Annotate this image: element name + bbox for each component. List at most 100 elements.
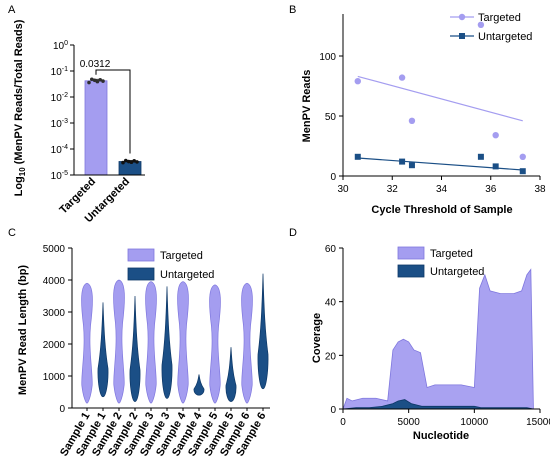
panel-c-violin-targeted <box>241 282 253 404</box>
panel-b-point-targeted <box>408 117 416 125</box>
panel-c-violin-targeted <box>177 281 189 404</box>
panel-b-point-untargeted <box>519 168 526 175</box>
panel-a-data-point <box>135 160 139 164</box>
panel-b-x-tick-label: 34 <box>436 184 448 195</box>
panel-c-legend-targeted: Targeted <box>160 250 203 262</box>
panel-d-x-tick-label: 5000 <box>398 417 421 428</box>
panel-a-data-point <box>101 79 105 83</box>
panel-d-coverage-plot: Coverage Nucleotide 0 20 40 60 0 5000 10000 150… <box>311 244 550 442</box>
panel-b-x-tick-label: 38 <box>534 184 546 195</box>
panel-b-x-tick-label: 32 <box>387 184 399 195</box>
panel-a-data-point <box>98 77 102 82</box>
panel-d-x-tick-label: 0 <box>340 417 346 428</box>
legend-swatch-targeted <box>458 13 466 21</box>
panel-d-legend-untargeted: Untargeted <box>430 266 484 278</box>
panel-a-data-point <box>124 158 128 163</box>
panel-c-legend: Targeted Untargeted <box>127 248 214 281</box>
panel-b-y-tick-label: 100 <box>319 52 336 63</box>
legend-swatch-targeted <box>127 248 155 262</box>
panel-c-y-tick-label: 3000 <box>43 308 66 319</box>
panel-b-y-axis-label: MenPV Reads <box>301 70 313 143</box>
panel-a-data-point <box>87 80 91 85</box>
panel-c-violin-untargeted <box>97 302 109 398</box>
panel-d-legend-targeted: Targeted <box>430 248 473 260</box>
panel-a-bar-chart: Log10 (MenPV Reads/Total Reads) 100 10-1 1… <box>13 19 145 225</box>
panel-label-c: C <box>8 227 16 239</box>
panel-c-y-tick-label: 4000 <box>43 276 66 287</box>
legend-swatch-targeted <box>397 246 425 260</box>
panel-label-d: D <box>289 227 297 239</box>
panel-d-x-tick-label: 10000 <box>460 417 488 428</box>
panel-c-legend-untargeted: Untargeted <box>160 269 214 281</box>
panel-a-data-point <box>129 160 134 165</box>
panel-b-point-targeted <box>398 74 406 81</box>
panel-c-violin-untargeted <box>225 347 237 402</box>
panel-a-significance-bracket <box>95 69 131 154</box>
panel-c-violin-targeted <box>145 281 157 404</box>
panel-a-y-tick-label: 10-1 <box>51 66 68 78</box>
legend-swatch-untargeted <box>397 264 425 278</box>
panel-b-point-untargeted <box>354 153 361 160</box>
panel-a-y-tick-label: 100 <box>53 40 68 52</box>
panel-b-scatter-plot: MenPV Reads Cycle Threshold of Sample 0 5… <box>301 12 546 216</box>
panel-b-x-tick-label: 30 <box>337 184 349 195</box>
panel-c-violin-targeted <box>209 284 221 404</box>
panel-a-data-point <box>92 78 97 83</box>
panel-d-x-axis-label: Nucleotide <box>413 430 469 442</box>
panel-b-point-untargeted <box>408 162 415 169</box>
panel-b-point-targeted <box>492 132 499 139</box>
panel-b-point-untargeted <box>492 163 499 170</box>
panel-c-y-axis-label: MenPV Read Length (bp) <box>17 265 29 396</box>
panel-c-y-tick-label: 1000 <box>43 372 66 383</box>
panel-b-point-targeted <box>519 153 526 160</box>
panel-label-b: B <box>289 4 296 16</box>
panel-c-violin-plot: MenPV Read Length (bp) 0 1000 2000 3000 4000… <box>17 244 270 456</box>
panel-d-y-tick-label: 60 <box>325 244 337 255</box>
panel-c-y-tick-label: 2000 <box>43 340 66 351</box>
panel-a-y-tick-label: 10-4 <box>51 144 68 156</box>
panel-a-bar-targeted <box>84 80 108 176</box>
panel-d-y-tick-label: 40 <box>325 298 337 309</box>
panel-c-violin-untargeted <box>257 273 269 390</box>
panel-a-data-point <box>95 79 100 84</box>
panel-c-violin-targeted <box>81 282 93 404</box>
panel-b-legend-targeted: Targeted <box>478 12 521 24</box>
panel-c-violin-untargeted <box>161 286 173 399</box>
panel-a-data-point <box>121 160 125 165</box>
panel-a-data-point <box>126 159 131 164</box>
panel-c-violin-targeted <box>113 279 125 404</box>
panel-a-y-axis-label: Log10 (MenPV Reads/Total Reads) <box>13 19 27 196</box>
panel-b-point-untargeted <box>477 153 484 160</box>
legend-swatch-untargeted <box>459 33 465 39</box>
panel-c-violin-untargeted <box>193 374 205 396</box>
panel-b-legend: Targeted Untargeted <box>450 12 532 43</box>
panel-d-area-targeted <box>342 268 534 410</box>
panel-a-data-point <box>132 159 136 163</box>
panel-b-legend-untargeted: Untargeted <box>478 31 532 43</box>
panel-b-point-targeted <box>477 21 485 28</box>
panel-label-a: A <box>8 4 16 16</box>
panel-a-y-tick-label: 10-3 <box>51 118 68 130</box>
panel-b-fit-line-targeted <box>357 75 523 122</box>
panel-d-area-untargeted <box>342 399 534 410</box>
panel-a-y-tick-label: 10-5 <box>51 170 68 182</box>
panel-a-p-value: 0.0312 <box>80 59 111 70</box>
panel-d-y-tick-label: 20 <box>325 351 337 362</box>
panel-b-y-tick-label: 50 <box>325 112 337 123</box>
panel-d-x-tick-label: 15000 <box>526 417 550 428</box>
legend-swatch-untargeted <box>127 267 155 281</box>
panel-c-y-tick-label: 0 <box>59 404 65 415</box>
panel-a-y-tick-label: 10-2 <box>51 92 68 104</box>
panel-d-y-axis-label: Coverage <box>311 313 323 363</box>
panel-b-point-untargeted <box>399 158 406 165</box>
panel-c-violin-untargeted <box>129 295 141 402</box>
panel-b-y-tick-label: 0 <box>330 172 336 183</box>
panel-b-x-tick-label: 36 <box>485 184 497 195</box>
panel-c-y-tick-label: 5000 <box>43 244 66 255</box>
panel-a-data-point <box>90 77 94 82</box>
panel-d-y-tick-label: 0 <box>330 405 336 416</box>
panel-d-legend: Targeted Untargeted <box>397 246 484 278</box>
panel-b-point-targeted <box>354 78 361 85</box>
panel-b-x-axis-label: Cycle Threshold of Sample <box>371 204 512 216</box>
